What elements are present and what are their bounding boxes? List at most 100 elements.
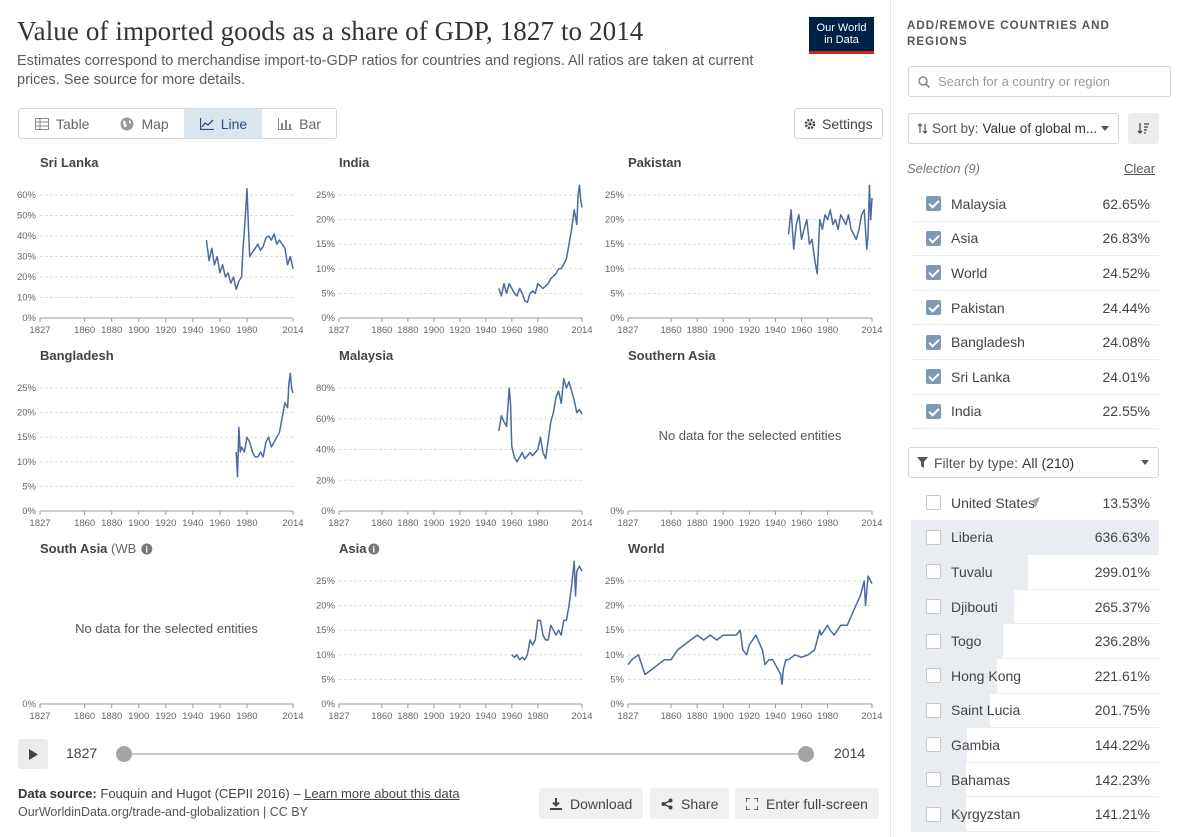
entity-row[interactable]: United States 13.53% (911, 486, 1159, 521)
entity-checkbox[interactable] (926, 564, 941, 580)
y-tick-label: 0% (321, 313, 335, 324)
entity-row[interactable]: India 22.55% (911, 395, 1159, 430)
x-tick-label: 1980 (236, 325, 257, 336)
x-tick-label: 1980 (527, 711, 548, 722)
entity-checkbox[interactable] (926, 668, 941, 684)
timeline-end-handle[interactable] (798, 746, 814, 762)
tab-table[interactable]: Table (19, 109, 104, 138)
timeline-start-handle[interactable] (116, 746, 132, 762)
x-tick-label: 1880 (687, 325, 708, 336)
entity-row[interactable]: Tuvalu 299.01% (911, 555, 1159, 590)
filter-label: Filter by type: (934, 454, 1019, 471)
learn-more-link[interactable]: Learn more about this data (304, 786, 460, 801)
fullscreen-button[interactable]: Enter full-screen (735, 788, 879, 819)
info-icon-glyph: i (146, 545, 149, 555)
y-tick-label: 0% (22, 313, 36, 324)
entity-checkbox[interactable] (926, 737, 941, 753)
y-tick-label: 15% (605, 625, 625, 636)
x-tick-label: 1860 (660, 325, 681, 336)
entity-value: 62.65% (1102, 195, 1150, 212)
y-tick-label: 25% (17, 383, 37, 394)
entity-row[interactable]: Bahamas 142.23% (911, 762, 1159, 798)
entity-row[interactable]: Asia 26.83% (911, 222, 1159, 257)
entity-value: 299.01% (1094, 563, 1150, 580)
owid-logo[interactable]: Our World in Data (809, 17, 874, 54)
entity-row[interactable]: Gambia 144.22% (911, 728, 1159, 763)
value-bar (911, 520, 1159, 555)
entity-checkbox[interactable] (926, 265, 941, 281)
entity-row[interactable]: Liberia 636.63% (911, 520, 1159, 556)
entity-value: 265.37% (1094, 598, 1150, 615)
x-tick-label: 1880 (687, 711, 708, 722)
entity-checkbox[interactable] (926, 599, 941, 615)
entity-row[interactable]: Saint Lucia 201.75% (911, 693, 1159, 729)
series-line (511, 560, 583, 661)
download-button[interactable]: Download (539, 788, 644, 819)
y-tick-label: 20% (17, 408, 37, 419)
sort-direction-button[interactable] (1128, 113, 1159, 144)
y-tick-label: 15% (605, 239, 625, 250)
tab-map[interactable]: Map (104, 109, 183, 138)
y-tick-label: 15% (316, 625, 336, 636)
license-text: OurWorldinData.org/trade-and-globalizati… (18, 805, 308, 819)
entity-row[interactable]: Bangladesh 24.08% (911, 325, 1159, 360)
x-tick-label: 2014 (861, 518, 882, 529)
entity-checkbox[interactable] (926, 369, 941, 385)
x-tick-label: 1860 (74, 518, 95, 529)
entity-checkbox[interactable] (926, 772, 941, 788)
entity-checkbox[interactable] (926, 230, 941, 246)
x-tick-label: 1827 (328, 518, 349, 529)
entity-row[interactable]: Djibouti 265.37% (911, 589, 1159, 625)
sort-dropdown[interactable]: Sort by: Value of global m... (908, 113, 1119, 144)
x-tick-label: 1940 (475, 325, 496, 336)
entity-name: Djibouti (951, 598, 998, 615)
entity-checkbox[interactable] (926, 633, 941, 649)
entity-checkbox[interactable] (926, 702, 941, 718)
location-arrow-icon (1029, 497, 1040, 509)
entity-checkbox[interactable] (926, 196, 941, 212)
settings-button[interactable]: Settings (794, 108, 883, 139)
entity-checkbox[interactable] (926, 334, 941, 350)
entity-search-input[interactable]: Search for a country or region (908, 66, 1171, 97)
x-tick-label: 1920 (739, 325, 760, 336)
x-tick-label: 1827 (617, 711, 638, 722)
x-tick-label: 1960 (791, 518, 812, 529)
tab-line[interactable]: Line (183, 109, 263, 138)
x-tick-label: 1880 (101, 325, 122, 336)
filter-dropdown[interactable]: Filter by type: All (210) (908, 447, 1159, 478)
chart-title: Value of imported goods as a share of GD… (17, 16, 644, 46)
tab-bar[interactable]: Bar (262, 109, 336, 138)
x-tick-label: 2014 (571, 325, 592, 336)
x-tick-label: 1960 (209, 325, 230, 336)
entity-checkbox[interactable] (926, 495, 941, 511)
entity-value: 636.63% (1094, 529, 1150, 546)
entity-row[interactable]: World 24.52% (911, 256, 1159, 291)
entity-row[interactable]: Sri Lanka 24.01% (911, 360, 1159, 395)
entity-row[interactable]: Kyrgyzstan 141.21% (911, 797, 1159, 832)
entity-selector-heading: ADD/REMOVE COUNTRIES AND REGIONS (907, 20, 1110, 48)
y-tick-label: 10% (17, 457, 37, 468)
no-data-message: No data for the selected entities (659, 428, 842, 443)
entity-row[interactable]: Malaysia 62.65% (911, 187, 1159, 222)
timeline-track[interactable] (124, 753, 806, 755)
tab-table-label: Table (56, 115, 90, 132)
x-tick-label: 1920 (155, 711, 176, 722)
x-tick-label: 1860 (371, 711, 392, 722)
x-tick-label: 1960 (501, 518, 522, 529)
x-tick-label: 1960 (209, 711, 230, 722)
entity-row[interactable]: Hong Kong 221.61% (911, 658, 1159, 694)
series-line (205, 188, 294, 291)
clear-selection-button[interactable]: Clear (1124, 161, 1156, 176)
entity-value: 24.08% (1102, 334, 1150, 351)
y-tick-label: 60% (17, 190, 37, 201)
entity-row[interactable]: Togo 236.28% (911, 624, 1159, 659)
entity-checkbox[interactable] (926, 529, 941, 545)
entity-checkbox[interactable] (926, 300, 941, 316)
entity-row[interactable]: Pakistan 24.44% (911, 291, 1159, 326)
share-button[interactable]: Share (650, 788, 730, 819)
entity-checkbox[interactable] (926, 806, 941, 822)
sort-value: Value of global m... (982, 121, 1098, 136)
play-button[interactable] (18, 739, 48, 769)
entity-checkbox[interactable] (926, 403, 941, 419)
series-line (498, 378, 583, 463)
